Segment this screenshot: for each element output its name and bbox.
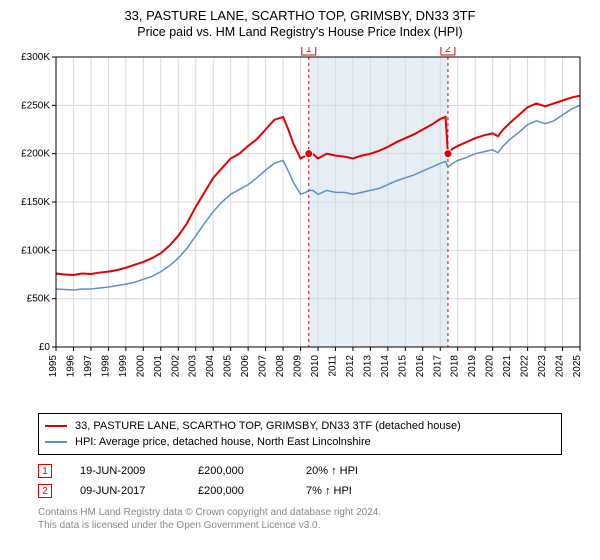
footnote-line: This data is licensed under the Open Gov… [38,520,562,533]
event-date: 09-JUN-2017 [80,485,170,497]
svg-text:1999: 1999 [118,355,129,378]
chart-subtitle: Price paid vs. HM Land Registry's House … [10,25,590,39]
event-date: 19-JUN-2009 [80,465,170,477]
svg-text:2018: 2018 [450,355,461,378]
svg-text:£0: £0 [39,342,51,353]
svg-text:2003: 2003 [188,355,199,378]
svg-text:2022: 2022 [520,355,531,378]
svg-text:2006: 2006 [240,355,251,378]
event-price: £200,000 [198,485,278,497]
svg-text:£200K: £200K [21,149,50,160]
svg-text:1996: 1996 [65,355,76,378]
footnote: Contains HM Land Registry data © Crown c… [38,507,562,532]
svg-text:£100K: £100K [21,245,50,256]
svg-text:2024: 2024 [555,355,566,378]
legend-swatch [45,441,67,443]
svg-text:2014: 2014 [380,355,391,378]
event-marker: 1 [38,464,52,478]
chart-title: 33, PASTURE LANE, SCARTHO TOP, GRIMSBY, … [10,8,590,23]
event-row: 1 19-JUN-2009 £200,000 20% ↑ HPI [38,461,562,481]
price-chart-svg: £0 £50K £100K £150K £200K £250K £300K 1995 1996 1… [10,47,590,407]
event-relation: 20% ↑ HPI [306,465,386,477]
legend-label: HPI: Average price, detached house, Nort… [75,436,371,448]
legend-row: HPI: Average price, detached house, Nort… [45,434,555,450]
svg-text:1998: 1998 [100,355,111,378]
svg-text:1997: 1997 [83,355,94,378]
svg-text:2008: 2008 [275,355,286,378]
svg-text:£150K: £150K [21,197,50,208]
chart-area: £0 £50K £100K £150K £200K £250K £300K 1995 1996 1… [10,47,590,407]
svg-text:2004: 2004 [205,355,216,378]
svg-text:2020: 2020 [485,355,496,378]
svg-text:2007: 2007 [258,355,269,378]
svg-text:2001: 2001 [153,355,164,378]
svg-text:2011: 2011 [327,355,338,377]
event-table: 1 19-JUN-2009 £200,000 20% ↑ HPI 2 09-JUN-201… [38,461,562,501]
legend-swatch [45,425,67,427]
svg-text:2016: 2016 [415,355,426,378]
svg-text:2009: 2009 [293,355,304,378]
svg-text:£300K: £300K [21,52,50,63]
svg-text:£50K: £50K [27,294,51,305]
svg-text:£250K: £250K [21,100,50,111]
svg-text:1: 1 [306,47,312,55]
svg-text:2019: 2019 [467,355,478,378]
svg-text:2025: 2025 [572,355,583,378]
svg-text:2005: 2005 [223,355,234,378]
footnote-line: Contains HM Land Registry data © Crown c… [38,507,562,520]
svg-text:1995: 1995 [48,355,59,378]
svg-text:2010: 2010 [310,355,321,378]
legend-label: 33, PASTURE LANE, SCARTHO TOP, GRIMSBY, … [75,420,461,432]
legend-box: 33, PASTURE LANE, SCARTHO TOP, GRIMSBY, … [38,413,562,455]
svg-text:2023: 2023 [537,355,548,378]
svg-text:2021: 2021 [502,355,513,378]
legend-row: 33, PASTURE LANE, SCARTHO TOP, GRIMSBY, … [45,418,555,434]
svg-text:2012: 2012 [345,355,356,378]
svg-text:2013: 2013 [362,355,373,378]
event-row: 2 09-JUN-2017 £200,000 7% ↑ HPI [38,481,562,501]
svg-text:2015: 2015 [397,355,408,378]
svg-text:2000: 2000 [135,355,146,378]
event-price: £200,000 [198,465,278,477]
svg-text:2017: 2017 [432,355,443,378]
event-relation: 7% ↑ HPI [306,485,386,497]
event-marker: 2 [38,484,52,498]
svg-text:2002: 2002 [170,355,181,378]
svg-text:2: 2 [445,47,451,55]
